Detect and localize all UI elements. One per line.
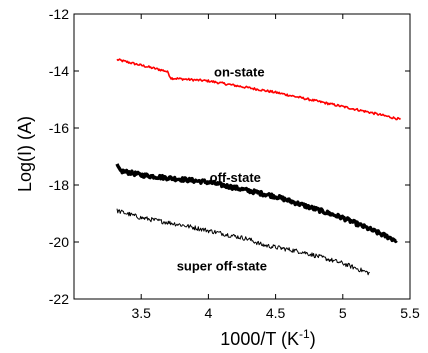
series-2-line bbox=[115, 163, 398, 244]
y-tick-label: -22 bbox=[49, 291, 69, 307]
y-tick-label: -14 bbox=[49, 63, 69, 79]
series-1-line bbox=[116, 58, 402, 121]
ticks-layer: 3.5 4 4.5 5 5.5 -22 -20 -18 -16 -14 -12 bbox=[49, 6, 420, 321]
y-tick-label: -12 bbox=[49, 6, 69, 22]
series-3-line bbox=[116, 208, 370, 276]
series-layer bbox=[115, 58, 402, 276]
x-tick-label: 5 bbox=[339, 305, 347, 321]
plot-frame bbox=[73, 13, 411, 300]
x-tick-label: 5.5 bbox=[400, 305, 420, 321]
x-tick-label: 3.5 bbox=[131, 305, 151, 321]
x-tick-label: 4.5 bbox=[266, 305, 286, 321]
x-axis-label: 1000/T (K-1) bbox=[220, 327, 315, 349]
plot-area-border bbox=[73, 13, 411, 300]
y-tick-label: -18 bbox=[49, 177, 69, 193]
annotation-label: on-state bbox=[214, 65, 265, 80]
x-axis-label-close: ) bbox=[310, 329, 316, 349]
x-axis-label-main: 1000/T (K bbox=[220, 329, 299, 349]
annotation-label: off-state bbox=[210, 170, 261, 185]
y-tick-label: -20 bbox=[49, 234, 69, 250]
y-axis-label: Log(I) (A) bbox=[15, 116, 35, 192]
y-tick-label: -16 bbox=[49, 120, 69, 136]
x-axis-label-superscript: -1 bbox=[299, 327, 310, 341]
annotations: on-state off-state super off-state bbox=[177, 65, 267, 274]
x-tick-label: 4 bbox=[205, 305, 213, 321]
annotation-label: super off-state bbox=[177, 259, 267, 274]
